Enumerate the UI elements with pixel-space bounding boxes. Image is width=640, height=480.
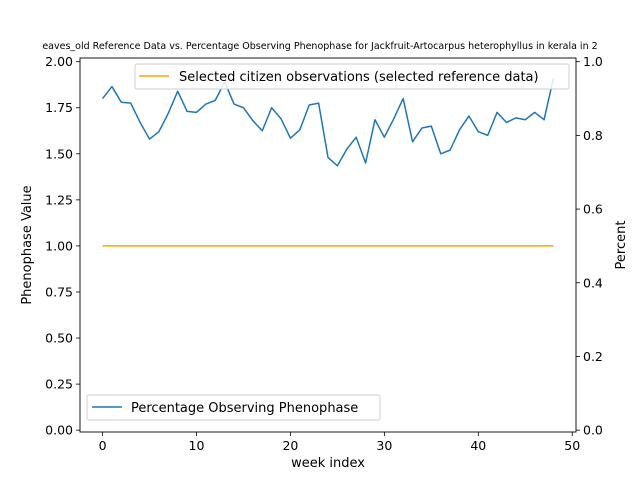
legend-label-reference: Selected citizen observations (selected … bbox=[179, 70, 539, 85]
y2-tick-label: 0.8 bbox=[583, 128, 603, 143]
legend-lower-left: Percentage Observing Phenophase bbox=[86, 394, 381, 421]
x-axis-ticks: 0 10 20 30 40 50 bbox=[99, 432, 580, 453]
series-line-0 bbox=[101, 78, 555, 167]
x-axis-label: week index bbox=[291, 456, 365, 471]
y-tick-label: 1.50 bbox=[45, 146, 73, 161]
y2-tick-label: 1.0 bbox=[583, 54, 603, 69]
x-tick-label: 20 bbox=[282, 438, 298, 453]
x-tick-label: 50 bbox=[564, 438, 580, 453]
y2-tick-label: 0.6 bbox=[583, 202, 603, 217]
x-tick-label: 10 bbox=[189, 438, 205, 453]
y2-tick-label: 0.0 bbox=[583, 423, 603, 438]
legend-box bbox=[86, 394, 381, 421]
x-tick-label: 30 bbox=[376, 438, 392, 453]
plot-lines bbox=[101, 78, 555, 247]
plot-frame bbox=[79, 57, 577, 433]
y-axis-label: Phenophase Value bbox=[20, 185, 35, 304]
y2-axis-label: Percent bbox=[614, 221, 629, 270]
y2-tick-label: 0.4 bbox=[583, 275, 603, 290]
y-tick-label: 2.00 bbox=[45, 54, 73, 69]
y-tick-label: 0.50 bbox=[45, 331, 73, 346]
legend-label-percentage: Percentage Observing Phenophase bbox=[131, 401, 358, 416]
y-tick-label: 0.00 bbox=[45, 423, 73, 438]
y-tick-label: 1.00 bbox=[45, 238, 73, 253]
y-tick-label: 0.75 bbox=[45, 284, 73, 299]
right-axis-ticks: 0.0 0.2 0.4 0.6 0.8 1.0 bbox=[576, 54, 603, 438]
legend-box bbox=[134, 63, 570, 90]
y-tick-label: 0.25 bbox=[45, 377, 73, 392]
chart-title: eaves_old Reference Data vs. Percentage … bbox=[42, 41, 597, 52]
x-tick-label: 40 bbox=[470, 438, 486, 453]
left-axis-ticks: 0.00 0.25 0.50 0.75 1.00 1.25 1.50 1.75 2.00 bbox=[45, 54, 80, 438]
x-tick-label: 0 bbox=[99, 438, 107, 453]
y-tick-label: 1.75 bbox=[45, 100, 73, 115]
y2-tick-label: 0.2 bbox=[583, 349, 603, 364]
legend-upper-right: Selected citizen observations (selected … bbox=[134, 63, 570, 90]
y-tick-label: 1.25 bbox=[45, 192, 73, 207]
